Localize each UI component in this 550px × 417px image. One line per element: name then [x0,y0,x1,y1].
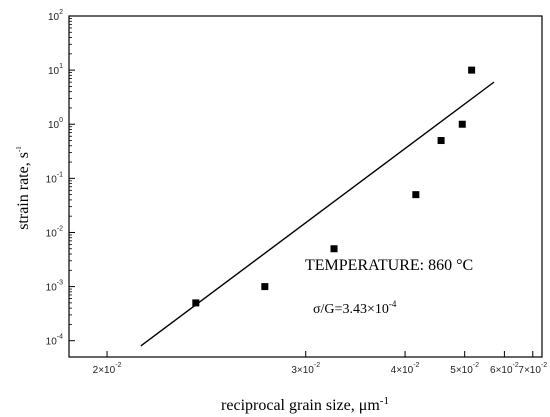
temperature-annotation: TEMPERATURE: 860 °C [305,257,473,274]
y-tick-label: 100 [48,117,63,131]
data-point [261,283,269,291]
y-tick-label: 10-1 [46,171,63,185]
x-axis-label: reciprocal grain size, μm-1 [221,395,389,414]
y-axis-label: strain rate, s-1 [15,146,32,230]
data-point [412,191,420,199]
data-point [437,137,445,145]
data-point [468,66,476,74]
y-tick-label: 10-4 [46,334,63,348]
fit-line [140,81,495,347]
x-tick-label: 7×10-2 [518,362,547,376]
x-tick-label: 3×10-2 [291,362,320,376]
x-axis-ticks: 2×10-2 3×10-2 4×10-2 5×10-2 6×10-2 7×10-2 [93,351,547,376]
y-tick-label: 102 [48,9,63,23]
data-point [458,120,466,128]
y-axis-ticks: 10-4 10-3 10-2 10-1 100 101 102 [46,9,75,348]
x-tick-label: 4×10-2 [391,362,420,376]
x-tick-label: 6×10-2 [490,362,519,376]
data-point [192,299,200,307]
x-tick-label: 2×10-2 [93,362,122,376]
y-tick-label: 10-3 [46,280,63,294]
x-tick-label: 5×10-2 [450,362,479,376]
data-points [192,66,476,307]
data-point [330,245,338,253]
y-tick-label: 10-2 [46,225,63,239]
stress-annotation: σ/G=3.43×10-4 [313,299,397,317]
y-tick-label: 101 [48,63,63,77]
fit-line-group [140,81,495,347]
